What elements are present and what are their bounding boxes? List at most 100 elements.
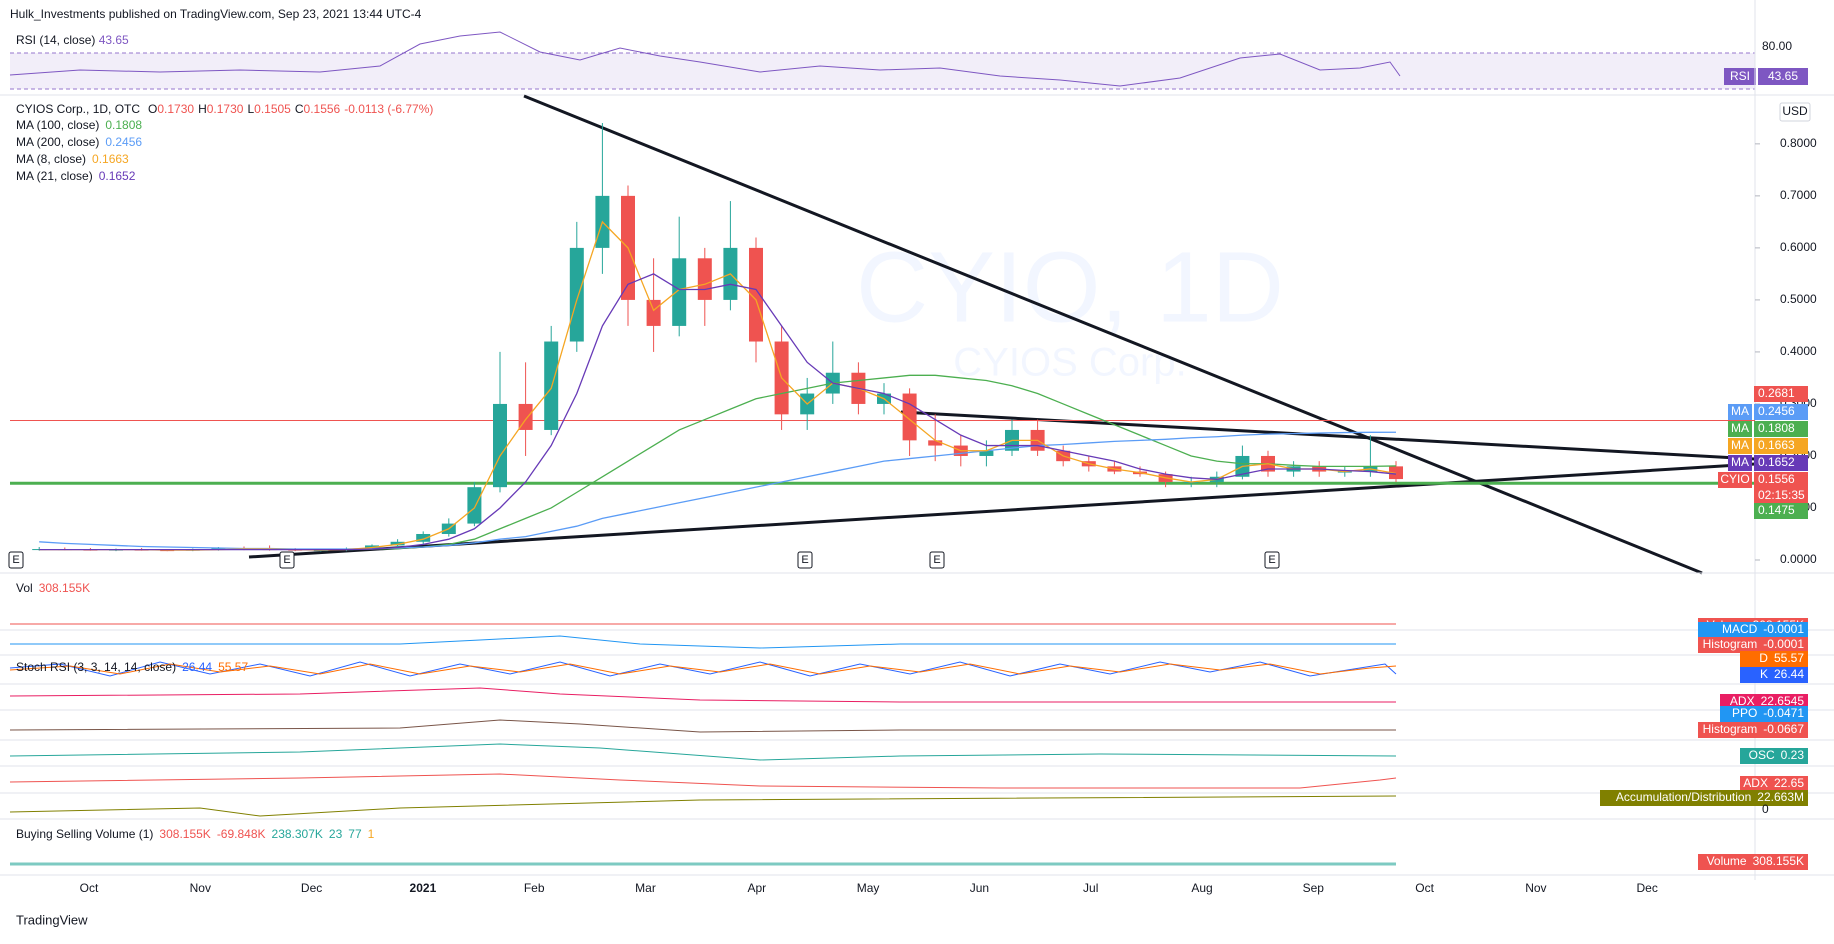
ohlc-key: C bbox=[295, 102, 304, 116]
ohlc-value: 0.1730 bbox=[157, 102, 194, 116]
earnings-marker: E bbox=[283, 554, 290, 566]
x-tick-label: Oct bbox=[1415, 881, 1434, 895]
ma-value: 0.2456 bbox=[105, 135, 142, 149]
pane-tag bbox=[1600, 790, 1808, 806]
macd-line bbox=[10, 635, 1396, 649]
ohlc-value: 0.1730 bbox=[207, 102, 244, 116]
y-tick-label: 0.5000 bbox=[1780, 292, 1817, 306]
rsi-value-tag: 43.65 bbox=[1768, 69, 1798, 83]
x-tick-label: Dec bbox=[301, 881, 322, 895]
stoch-d: 55.57 bbox=[218, 660, 248, 674]
pane-tag bbox=[1740, 667, 1808, 683]
tag-value: 0.1663 bbox=[1758, 438, 1795, 452]
x-tick-label: Jun bbox=[970, 881, 989, 895]
bsv-value: 23 bbox=[329, 827, 343, 841]
earnings-marker: E bbox=[933, 554, 940, 566]
tag-box bbox=[1754, 386, 1808, 402]
candle-body bbox=[749, 247, 763, 342]
tag-name: MA bbox=[1731, 455, 1749, 469]
candle-body bbox=[928, 440, 943, 446]
pane-tag bbox=[1698, 622, 1808, 638]
x-tick-label: 2021 bbox=[410, 881, 437, 895]
x-tick-label: Aug bbox=[1191, 881, 1212, 895]
ad-line bbox=[9, 795, 1397, 817]
tag-box bbox=[1718, 472, 1752, 488]
countdown: 02:15:35 bbox=[1758, 488, 1805, 502]
tag-value: 0.2681 bbox=[1758, 386, 1795, 400]
tag-name: MA bbox=[1731, 421, 1749, 435]
tag-value: 0.1652 bbox=[1758, 455, 1795, 469]
vol-title: Vol bbox=[16, 581, 33, 595]
tag-value: 0.1808 bbox=[1758, 421, 1795, 435]
x-tick-label: Nov bbox=[1525, 881, 1546, 895]
x-tick-label: Apr bbox=[747, 881, 766, 895]
rsi-label: RSI (14, close) 43.65 bbox=[16, 33, 129, 47]
tag-value: 0.1556 bbox=[1758, 472, 1795, 486]
tag-box bbox=[1754, 421, 1808, 437]
y-tick-label: 0.0000 bbox=[1780, 552, 1817, 566]
footer-brand: TradingView bbox=[16, 912, 88, 927]
bsv-title: Buying Selling Volume (1) bbox=[16, 827, 153, 841]
earnings-box bbox=[929, 551, 945, 569]
pane-tag bbox=[1740, 748, 1808, 764]
tag-value: 0.1475 bbox=[1758, 503, 1795, 517]
tag-box bbox=[1728, 438, 1752, 454]
earnings-marker: E bbox=[12, 554, 19, 566]
earnings-box bbox=[8, 551, 24, 569]
x-tick-label: Dec bbox=[1637, 881, 1658, 895]
ad-zero: 0 bbox=[1762, 802, 1769, 816]
currency: USD bbox=[1782, 104, 1808, 118]
rsi-tick: 80.00 bbox=[1762, 39, 1792, 53]
earnings-marker: E bbox=[1268, 554, 1275, 566]
trend-line bbox=[523, 94, 1703, 575]
pane-tag-text: Histogram -0.0001 bbox=[1703, 637, 1805, 651]
pane-tag-name: D bbox=[1759, 651, 1768, 665]
vol-label: Vol 308.155K bbox=[16, 581, 90, 595]
candle-body bbox=[569, 247, 584, 342]
pane-tag-name: ADX bbox=[1730, 694, 1755, 708]
tag-box bbox=[1754, 503, 1808, 519]
candle-body bbox=[697, 258, 712, 300]
ma-name: MA (200, close) bbox=[16, 135, 99, 149]
x-tick-label: May bbox=[857, 881, 880, 895]
watermark: CYIO, 1D bbox=[856, 231, 1284, 343]
ohlc-change: -0.0113 (-6.77%) bbox=[344, 102, 433, 116]
pane-tag-name: OSC bbox=[1749, 748, 1775, 762]
pane-tag-value: 0.23 bbox=[1781, 748, 1805, 762]
pane-tag-value: 55.57 bbox=[1774, 651, 1804, 665]
moving-average bbox=[346, 374, 1397, 551]
pane-tag-text: K 26.44 bbox=[1760, 667, 1804, 681]
pane-tag-text: D 55.57 bbox=[1759, 651, 1804, 665]
pane-tag-value: -0.0001 bbox=[1763, 637, 1804, 651]
bsv-value: 1 bbox=[368, 827, 375, 841]
pane-tag bbox=[1698, 854, 1808, 870]
ma-name: MA (100, close) bbox=[16, 118, 99, 132]
pane-tag-value: 22.65 bbox=[1774, 776, 1804, 790]
ma-legend: MA (8, close) 0.1663 bbox=[16, 152, 129, 166]
pane-tag-value: 22.6545 bbox=[1761, 694, 1805, 708]
pane-tag bbox=[1740, 776, 1808, 792]
bsv-value: 77 bbox=[348, 827, 362, 841]
ohlc-key: L bbox=[247, 102, 254, 116]
candle-body bbox=[544, 341, 559, 430]
adx-line bbox=[9, 687, 1396, 703]
pane-tag-value: -0.0471 bbox=[1763, 706, 1804, 720]
legend-title-line: CYIOS Corp., 1D, OTC O0.1730 H0.1730 L0.150… bbox=[16, 102, 433, 116]
rsi-tag-box bbox=[1724, 68, 1756, 85]
earnings-marker: E bbox=[801, 554, 808, 566]
tag-box bbox=[1754, 404, 1808, 420]
candle-body bbox=[902, 393, 917, 441]
stoch-k: 26.44 bbox=[182, 660, 212, 674]
ohlc-key: H bbox=[198, 102, 207, 116]
x-tick-label: Sep bbox=[1303, 881, 1325, 895]
earnings-box bbox=[1264, 551, 1280, 569]
tag-name: CYIO bbox=[1720, 472, 1749, 486]
ma-name: MA (8, close) bbox=[16, 152, 86, 166]
pane-tag-value: -0.0667 bbox=[1763, 722, 1804, 736]
ma-value: 0.1652 bbox=[99, 169, 136, 183]
candle-body bbox=[979, 450, 994, 456]
earnings-box bbox=[279, 551, 295, 569]
pane-tag-name: K bbox=[1760, 667, 1768, 681]
candle-body bbox=[416, 533, 431, 542]
earnings-box bbox=[797, 551, 813, 569]
